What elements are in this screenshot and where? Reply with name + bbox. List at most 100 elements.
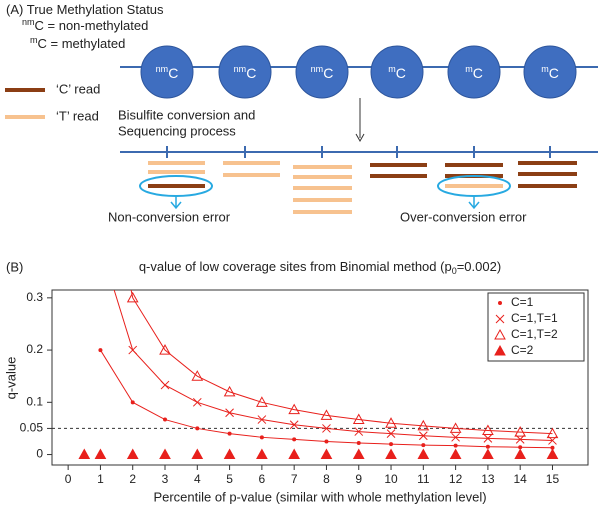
y-axis-label: q-value [3, 357, 18, 400]
x-tick-label: 5 [226, 472, 233, 486]
legend-label: C=1 [511, 295, 534, 309]
point [356, 441, 361, 446]
point [126, 448, 139, 460]
point [126, 291, 139, 303]
x-tick-label: 6 [259, 472, 266, 486]
cpg-circle [218, 45, 272, 99]
legend-marker [494, 344, 506, 356]
point [515, 435, 525, 444]
point [259, 435, 264, 440]
panel-b: (B) q-value of low coverage sites from B… [3, 136, 589, 504]
point [453, 443, 458, 448]
point [95, 136, 105, 145]
panel-label: (B) [6, 259, 23, 274]
point [288, 403, 301, 415]
point [159, 344, 171, 355]
error-label: Over-conversion error [400, 209, 527, 224]
y-tick-label: 0.3 [26, 290, 43, 304]
legend-c: ‘C’ read [56, 81, 100, 96]
point [352, 448, 365, 460]
panel-label: (A) True Methylation Status [6, 2, 164, 17]
process-arrow-head [355, 133, 365, 143]
point [354, 427, 364, 436]
point [288, 448, 301, 460]
legend-frame [487, 292, 585, 362]
point [324, 439, 329, 444]
legend-label: C=1,T=2 [511, 327, 558, 341]
legend-label: C=2 [511, 343, 534, 357]
x-tick-label: 7 [291, 472, 298, 486]
point [449, 448, 462, 460]
x-tick-label: 3 [162, 472, 169, 486]
error-arrow [170, 196, 182, 210]
x-tick-label: 10 [384, 472, 398, 486]
point [191, 370, 204, 381]
x-tick-label: 2 [129, 472, 136, 486]
point [159, 448, 171, 460]
cpg-base: C [246, 65, 256, 81]
cpg-base: C [549, 65, 559, 81]
point [418, 431, 428, 441]
cpg-label: nmC [311, 64, 334, 80]
point [550, 445, 555, 450]
reads [148, 161, 577, 214]
legend-marker [494, 328, 506, 340]
point [130, 400, 135, 405]
cpg-sup: nm [156, 64, 169, 74]
y-tick-label: 0 [36, 447, 43, 461]
point [256, 396, 268, 407]
point [257, 415, 267, 424]
point [482, 448, 494, 460]
x-tick-label: 12 [449, 472, 463, 486]
series-line [130, 290, 553, 435]
cpg-sup: m [388, 64, 396, 74]
x-tick-label: 0 [65, 472, 72, 486]
x-tick-label: 13 [481, 472, 495, 486]
cpg-sup: nm [311, 64, 324, 74]
point [292, 437, 297, 442]
cpg-sup: nm [234, 64, 247, 74]
plot-frame [51, 289, 589, 466]
cpg-circle [523, 45, 577, 99]
point [96, 242, 104, 250]
x-tick-label: 14 [514, 472, 528, 486]
point [192, 397, 202, 407]
y-tick-label: 0.05 [20, 421, 44, 435]
cpg-base: C [473, 65, 483, 81]
process-text: Sequencing process [118, 123, 236, 138]
point [514, 426, 527, 437]
point [223, 385, 236, 397]
point [256, 448, 268, 460]
cpg-label: mC [465, 64, 483, 80]
panel-a: (A) True Methylation Status nmC = non-me… [5, 2, 598, 224]
point [320, 409, 333, 420]
point [485, 444, 490, 449]
point [386, 429, 396, 439]
point [514, 448, 527, 460]
cpg-circle [370, 45, 424, 99]
point [417, 419, 430, 431]
point [389, 442, 394, 447]
cpg-label: mC [388, 64, 406, 80]
point [227, 431, 232, 436]
x-tick-label: 8 [323, 472, 330, 486]
legend-label: C=1,T=1 [511, 311, 558, 325]
cpg-circle [295, 45, 349, 99]
point [128, 345, 138, 355]
point [546, 427, 559, 439]
point [98, 348, 103, 353]
cpg-circle [447, 45, 501, 99]
point [546, 448, 559, 460]
point [385, 448, 397, 460]
point [451, 432, 460, 442]
point [223, 448, 236, 460]
cpg-label: mC [541, 64, 559, 80]
y-tick-label: 0.1 [26, 394, 43, 408]
point [482, 424, 494, 436]
cpg-sup: m [465, 64, 473, 74]
chart-title: q-value of low coverage sites from Binom… [139, 259, 501, 276]
x-tick-label: 15 [546, 472, 560, 486]
legend-marker [495, 314, 505, 324]
point [94, 448, 107, 460]
